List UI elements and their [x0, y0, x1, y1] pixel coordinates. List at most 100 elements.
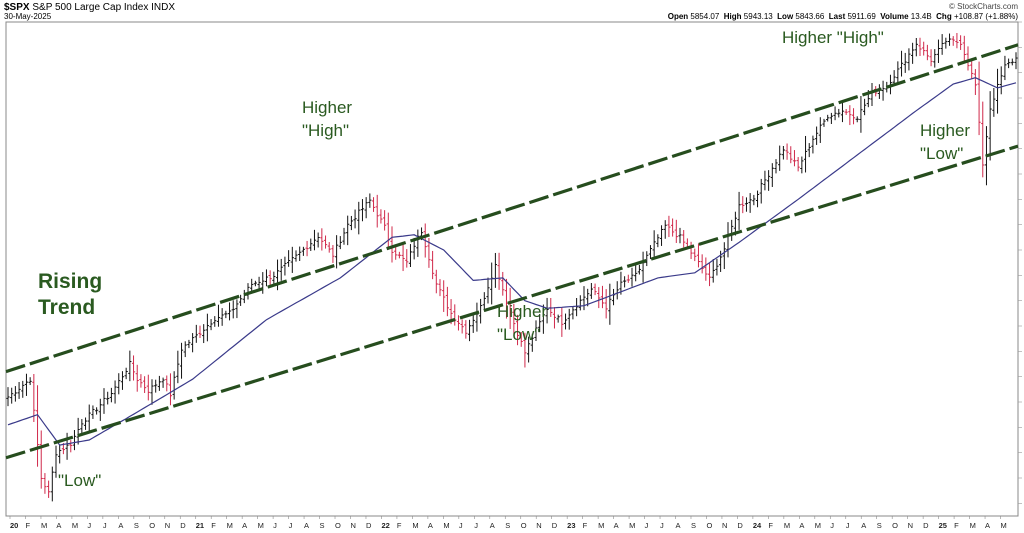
- x-tick-label: J: [660, 521, 664, 530]
- x-tick-label: M: [629, 521, 635, 530]
- x-tick-label: A: [490, 521, 495, 530]
- x-tick-label: A: [56, 521, 61, 530]
- x-tick-label: O: [335, 521, 341, 530]
- x-tick-label: F: [768, 521, 773, 530]
- x-tick-label: M: [41, 521, 47, 530]
- chg-value: +108.87 (+1.88%): [953, 12, 1018, 21]
- x-tick-label: N: [536, 521, 541, 530]
- open-label: Open: [667, 12, 689, 21]
- x-tick-label: J: [474, 521, 478, 530]
- ohlc-summary: Open 5854.07 High 5943.13 Low 5843.66 La…: [668, 12, 1018, 21]
- x-tick-label: F: [397, 521, 402, 530]
- x-tick-label: O: [521, 521, 527, 530]
- chart-header: $SPX S&P 500 Large Cap Index INDX 30-May…: [0, 0, 1024, 22]
- x-tick-label: D: [180, 521, 186, 530]
- volume-label: Volume: [880, 12, 909, 21]
- symbol-line: $SPX S&P 500 Large Cap Index INDX: [4, 2, 175, 13]
- last-label: Last: [828, 12, 846, 21]
- chart-date: 30-May-2025: [4, 12, 52, 21]
- x-tick-label: D: [923, 521, 929, 530]
- x-tick-label: M: [1001, 521, 1007, 530]
- ticker-symbol: $SPX: [4, 2, 30, 13]
- x-tick-label: N: [350, 521, 355, 530]
- x-tick-label: A: [614, 521, 619, 530]
- annotation-low-2020: "Low": [58, 471, 101, 490]
- x-tick-label: D: [552, 521, 558, 530]
- x-tick-label: 23: [567, 521, 575, 530]
- x-tick-label: M: [784, 521, 790, 530]
- x-tick-label: O: [706, 521, 712, 530]
- x-tick-label: M: [72, 521, 78, 530]
- x-tick-label: J: [273, 521, 277, 530]
- x-tick-label: N: [908, 521, 913, 530]
- x-tick-label: J: [459, 521, 463, 530]
- x-tick-label: O: [892, 521, 898, 530]
- x-tick-label: A: [428, 521, 433, 530]
- x-tick-label: A: [242, 521, 247, 530]
- annotation-higher-low-2025: "Low": [920, 144, 963, 163]
- annotation-higher-high-2021: Higher: [302, 98, 352, 117]
- last-value: 5911.69: [847, 12, 876, 21]
- annotation-higher-low-2022: "Low": [497, 325, 540, 344]
- x-tick-label: S: [505, 521, 510, 530]
- low-label: Low: [777, 12, 794, 21]
- x-tick-label: S: [691, 521, 696, 530]
- x-tick-label: N: [722, 521, 727, 530]
- x-tick-label: A: [799, 521, 804, 530]
- x-tick-label: 24: [753, 521, 762, 530]
- x-tick-label: F: [25, 521, 30, 530]
- plot-frame: [5, 21, 1019, 517]
- x-tick-label: O: [149, 521, 155, 530]
- trend-line-lower: [5, 144, 1019, 460]
- x-tick-label: S: [320, 521, 325, 530]
- x-tick-label: A: [118, 521, 123, 530]
- moving-average-line: [7, 77, 1017, 446]
- x-tick-label: J: [645, 521, 649, 530]
- x-tick-label: J: [289, 521, 293, 530]
- x-tick-label: A: [861, 521, 866, 530]
- x-tick-label: A: [304, 521, 309, 530]
- x-tick-label: F: [583, 521, 588, 530]
- x-tick-label: D: [737, 521, 743, 530]
- x-tick-label: 21: [196, 521, 204, 530]
- x-tick-label: M: [443, 521, 449, 530]
- x-tick-label: 25: [939, 521, 947, 530]
- chg-label: Chg: [936, 12, 952, 21]
- x-tick-label: A: [676, 521, 681, 530]
- annotation-higher-high-2024: Higher "High": [782, 28, 884, 47]
- x-tick-label: F: [954, 521, 959, 530]
- annotation-higher-low-2025: Higher: [920, 121, 970, 140]
- x-tick-label: J: [87, 521, 91, 530]
- annotation-rising-trend: Trend: [38, 296, 95, 319]
- x-tick-label: M: [258, 521, 264, 530]
- low-value: 5843.66: [795, 12, 825, 21]
- high-label: High: [723, 12, 742, 21]
- x-tick-label: J: [846, 521, 850, 530]
- x-tick-label: F: [211, 521, 216, 530]
- x-tick-label: M: [412, 521, 418, 530]
- x-tick-label: J: [103, 521, 107, 530]
- annotation-rising-trend: Rising: [38, 270, 102, 293]
- annotation-higher-high-2021: "High": [302, 121, 349, 140]
- x-tick-label: M: [598, 521, 604, 530]
- x-tick-label: N: [165, 521, 170, 530]
- volume-value: 13.4B: [910, 12, 932, 21]
- x-tick-label: S: [877, 521, 882, 530]
- annotation-higher-low-2022: Higher: [497, 302, 547, 321]
- x-tick-label: A: [985, 521, 990, 530]
- x-tick-label: J: [830, 521, 834, 530]
- exchange-label: INDX: [151, 2, 176, 13]
- x-tick-label: M: [815, 521, 821, 530]
- x-tick-label: S: [134, 521, 139, 530]
- trend-line-upper: [5, 43, 1019, 374]
- x-tick-label: 20: [10, 521, 18, 530]
- index-name: S&P 500 Large Cap Index: [32, 2, 149, 13]
- x-tick-label: D: [366, 521, 372, 530]
- high-value: 5943.13: [743, 12, 773, 21]
- x-tick-label: M: [227, 521, 233, 530]
- open-value: 5854.07: [690, 12, 720, 21]
- x-tick-label: M: [970, 521, 976, 530]
- brand-watermark: © StockCharts.com: [948, 2, 1018, 11]
- x-tick-label: 22: [381, 521, 389, 530]
